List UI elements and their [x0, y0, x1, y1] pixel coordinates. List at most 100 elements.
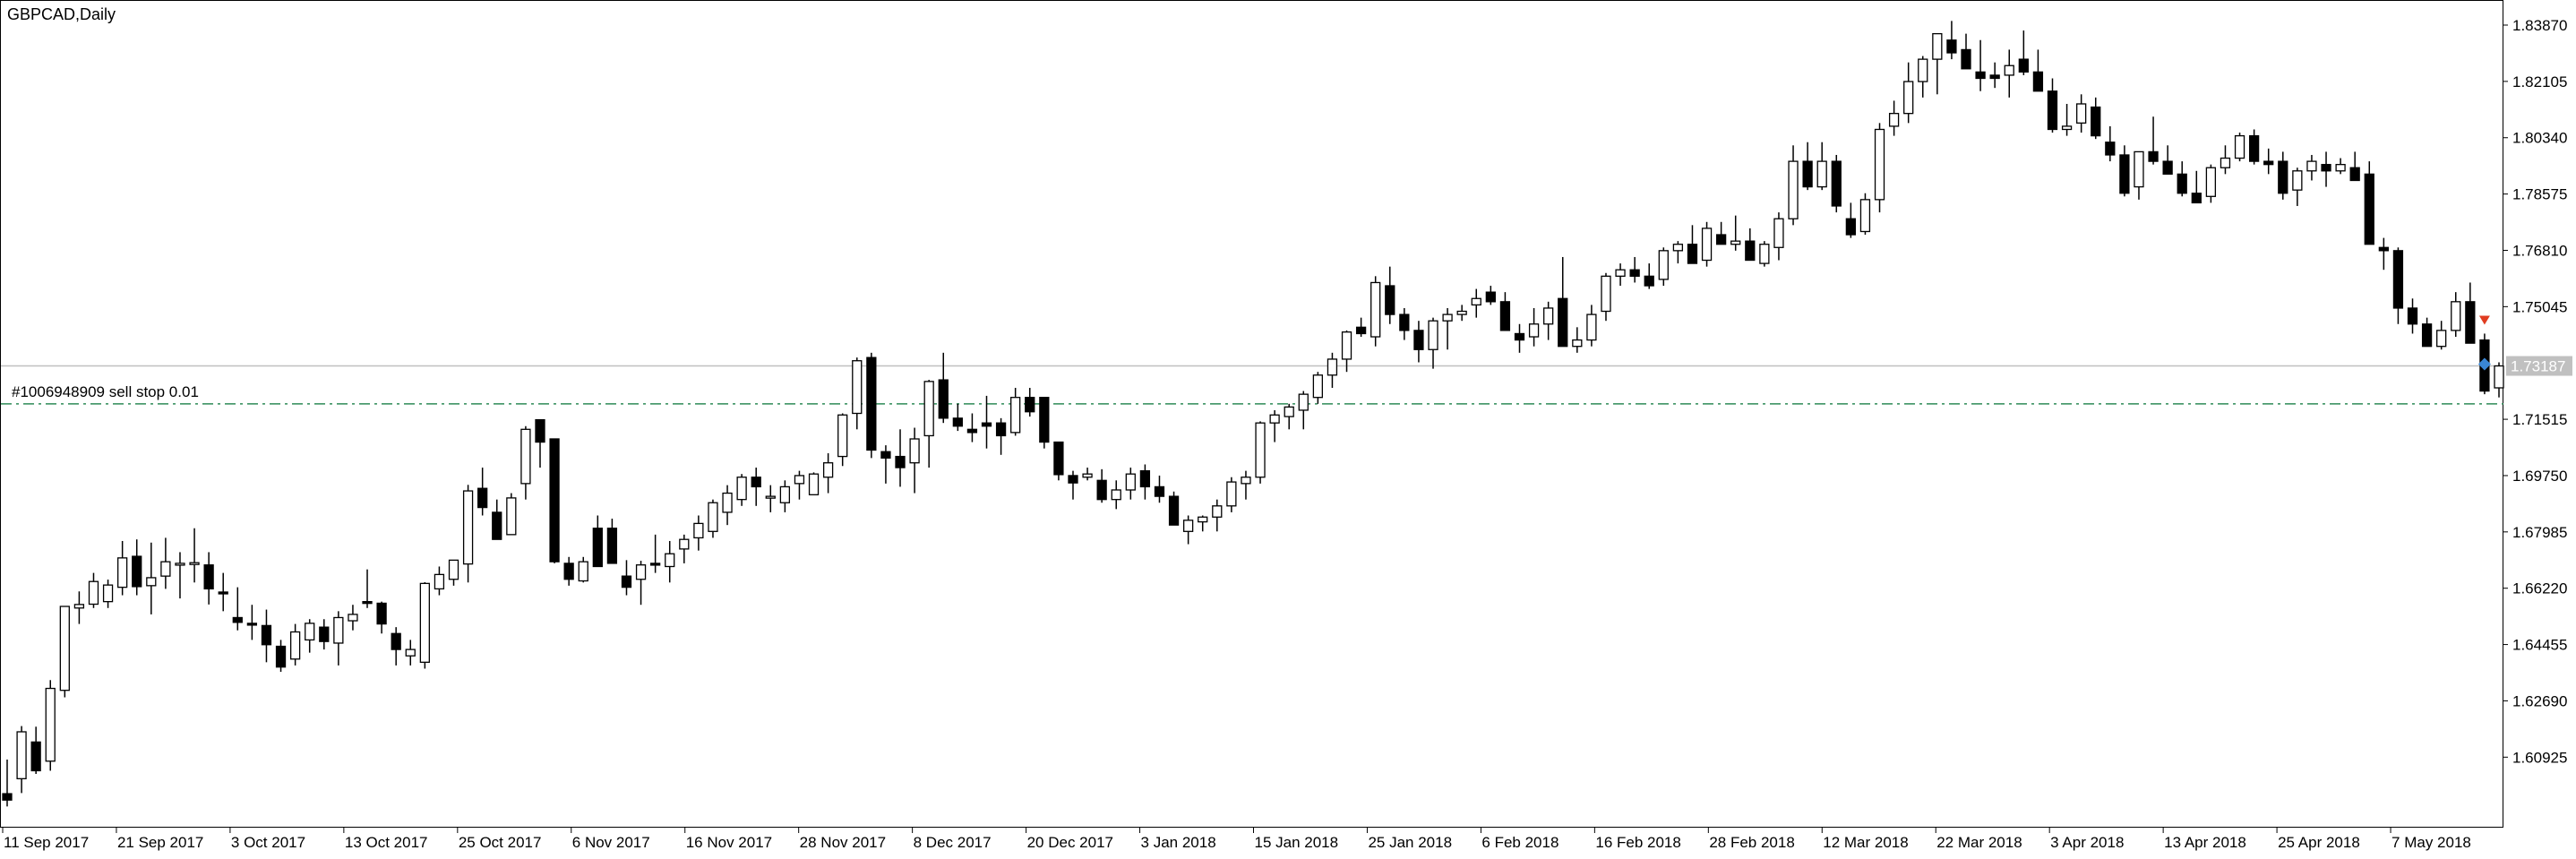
- bull-candle: [822, 462, 834, 478]
- bear-candle: [2364, 173, 2374, 245]
- bull-candle: [693, 522, 704, 539]
- bull-candle: [1456, 310, 1467, 315]
- bull-candle: [289, 631, 301, 660]
- bear-candle: [535, 418, 545, 443]
- bull-candle: [635, 564, 647, 580]
- time-tick-label: 6 Nov 2017: [572, 834, 650, 851]
- bull-candle: [45, 687, 56, 762]
- bull-candle: [333, 616, 344, 644]
- bull-candle: [59, 606, 70, 691]
- bear-candle: [1053, 441, 1064, 476]
- bull-candle: [2292, 170, 2303, 191]
- bull-candle: [189, 562, 200, 565]
- bear-candle: [1975, 71, 1986, 80]
- bear-candle: [1039, 397, 1050, 443]
- bull-candle: [2220, 157, 2231, 168]
- bear-candle: [2407, 307, 2418, 325]
- bull-candle: [102, 584, 114, 603]
- bear-candle: [1961, 48, 1971, 70]
- bear-candle: [981, 422, 992, 427]
- time-tick-label: 25 Apr 2018: [2278, 834, 2360, 851]
- bear-candle: [1355, 326, 1367, 335]
- order-label: #1006948909 sell stop 0.01: [12, 383, 199, 400]
- bull-candle: [1183, 520, 1194, 532]
- bull-candle: [1701, 228, 1713, 262]
- bull-candle: [1903, 81, 1914, 115]
- bear-candle: [1831, 160, 1842, 207]
- bull-candle: [1010, 397, 1021, 434]
- candles-group: [2, 21, 2504, 807]
- bull-candle: [923, 381, 934, 437]
- bear-candle: [2392, 250, 2404, 309]
- bull-candle: [736, 477, 747, 501]
- bull-candle: [305, 623, 315, 641]
- bull-candle: [1442, 314, 1453, 322]
- bull-candle: [1212, 505, 1223, 518]
- time-tick-label: 28 Feb 2018: [1709, 834, 1794, 851]
- bull-candle: [794, 475, 805, 485]
- time-tick-label: 20 Dec 2017: [1027, 834, 1113, 851]
- bear-candle: [1168, 495, 1180, 526]
- bear-candle: [2032, 71, 2044, 92]
- bull-candle: [348, 614, 358, 622]
- bull-candle: [2436, 330, 2447, 348]
- bear-candle: [1946, 39, 1957, 54]
- bear-candle: [866, 356, 877, 451]
- bear-candle: [1558, 297, 1568, 348]
- bear-candle: [492, 511, 502, 540]
- bear-candle: [1629, 269, 1640, 277]
- bull-candle: [160, 561, 171, 577]
- bull-candle: [1601, 275, 1611, 313]
- bull-candle: [1788, 160, 1799, 219]
- bear-candle: [2047, 90, 2058, 131]
- time-tick-label: 6 Feb 2018: [1481, 834, 1558, 851]
- bull-candle: [765, 495, 776, 499]
- bull-candle: [88, 580, 99, 606]
- time-tick-label: 13 Oct 2017: [345, 834, 428, 851]
- bear-candle: [2018, 58, 2029, 73]
- bull-candle: [708, 502, 718, 532]
- bear-candle: [1413, 330, 1424, 350]
- bull-candle: [16, 731, 27, 780]
- price-tick-label: 1.62690: [2512, 692, 2567, 709]
- price-tick-label: 1.69750: [2512, 468, 2567, 485]
- bear-candle: [1644, 275, 1654, 287]
- bull-candle: [1528, 323, 1540, 338]
- bull-candle: [578, 561, 588, 582]
- bull-candle: [520, 428, 531, 485]
- bull-candle: [2306, 160, 2317, 172]
- bull-candle: [73, 604, 85, 609]
- bear-candle: [2119, 154, 2130, 194]
- time-tick-label: 16 Nov 2017: [686, 834, 772, 851]
- bull-candle: [779, 485, 791, 503]
- bear-candle: [966, 428, 978, 434]
- bull-candle: [1572, 339, 1583, 348]
- bear-candle: [952, 417, 963, 427]
- bear-candle: [1989, 74, 2000, 80]
- price-tick-label: 1.82105: [2512, 73, 2567, 90]
- price-tick-label: 1.78575: [2512, 186, 2567, 203]
- bear-candle: [1845, 218, 1856, 236]
- bear-candle: [2421, 323, 2433, 348]
- bear-candle: [1499, 301, 1511, 331]
- bull-candle: [808, 473, 820, 495]
- bull-candle: [175, 563, 185, 566]
- time-tick-label: 3 Oct 2017: [231, 834, 305, 851]
- bull-candle: [1730, 240, 1741, 245]
- bull-candle: [2335, 164, 2346, 172]
- bull-candle: [2134, 150, 2144, 188]
- bull-candle: [1658, 250, 1669, 280]
- bull-candle: [434, 573, 445, 590]
- bear-candle: [232, 616, 243, 623]
- bear-candle: [880, 451, 891, 460]
- bull-candle: [2076, 103, 2087, 125]
- time-tick-label: 11 Sep 2017: [4, 834, 89, 851]
- bull-candle: [2061, 125, 2073, 131]
- bear-candle: [1025, 397, 1035, 413]
- bear-candle: [319, 626, 330, 642]
- bear-candle: [2349, 167, 2360, 182]
- bull-candle: [679, 538, 690, 550]
- bear-candle: [218, 591, 228, 595]
